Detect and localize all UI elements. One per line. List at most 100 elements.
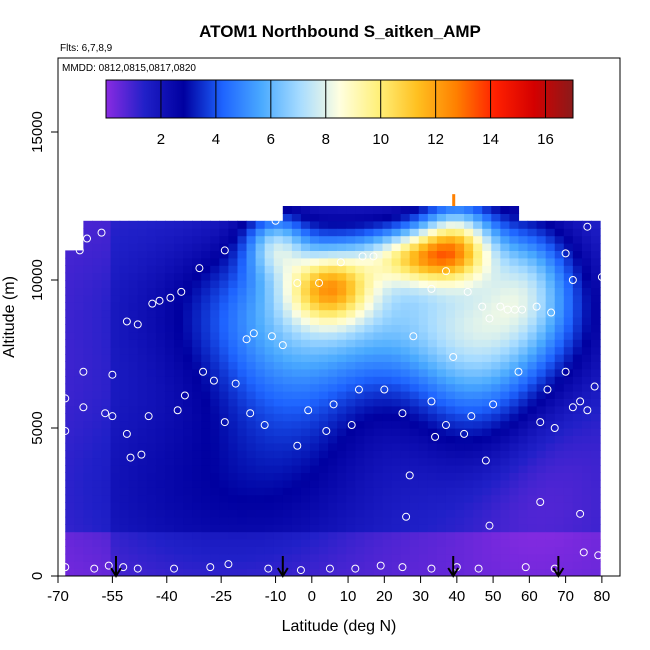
- x-tick-label: -70: [47, 588, 69, 605]
- sample-point: [224, 560, 233, 569]
- heatmap-cell: [455, 539, 465, 547]
- heatmap-cell: [590, 457, 601, 466]
- heatmap-cell: [473, 346, 483, 355]
- sample-point: [521, 563, 530, 572]
- heatmap-cell: [391, 457, 402, 466]
- heatmap-cell: [364, 228, 375, 237]
- heatmap-cell: [590, 265, 601, 274]
- heatmap-cell: [382, 420, 393, 429]
- heatmap-cell: [183, 568, 193, 576]
- heatmap-cell: [291, 442, 302, 451]
- heatmap-cell: [255, 294, 266, 303]
- heatmap-cell: [572, 487, 583, 496]
- heatmap-cell: [228, 531, 239, 540]
- heatmap-cell: [319, 398, 329, 407]
- heatmap-cell: [436, 324, 447, 333]
- heatmap-cell: [174, 361, 184, 370]
- heatmap-cell: [210, 354, 220, 362]
- heatmap-cell: [436, 435, 447, 444]
- heatmap-cell: [554, 546, 565, 555]
- heatmap-cell: [291, 494, 302, 503]
- heatmap-cell: [74, 561, 84, 570]
- heatmap-cell: [128, 272, 139, 281]
- heatmap-cell: [554, 383, 565, 392]
- heatmap-cell: [319, 324, 329, 333]
- heatmap-cell: [164, 257, 175, 266]
- heatmap-cell: [119, 354, 130, 362]
- heatmap-cell: [309, 294, 320, 303]
- heatmap-cell: [146, 339, 157, 348]
- heatmap-cell: [581, 516, 592, 525]
- heatmap-cell: [355, 346, 365, 355]
- heatmap-cell: [246, 220, 257, 229]
- colorbar-tick-label: 12: [427, 131, 444, 148]
- heatmap-cell: [355, 472, 365, 481]
- heatmap-cell: [101, 442, 112, 451]
- heatmap-cell: [464, 420, 474, 429]
- heatmap-cell: [110, 309, 121, 318]
- heatmap-cell: [373, 339, 384, 348]
- sample-point: [463, 287, 472, 296]
- heatmap-cell: [273, 361, 284, 370]
- heatmap-cell: [509, 413, 520, 422]
- heatmap-cell: [282, 391, 293, 399]
- heatmap-cell: [273, 346, 284, 355]
- heatmap-cell: [355, 339, 365, 348]
- heatmap-cell: [228, 280, 239, 288]
- heatmap-cell: [337, 457, 347, 466]
- heatmap-cell: [83, 479, 94, 488]
- heatmap-cell: [418, 457, 429, 466]
- heatmap-cell: [364, 383, 375, 392]
- heatmap-cell: [391, 368, 402, 377]
- heatmap-cell: [373, 420, 384, 429]
- heatmap-cell: [219, 561, 230, 570]
- heatmap-cell: [273, 539, 284, 547]
- heatmap-cell: [590, 509, 601, 518]
- heatmap-cell: [445, 302, 456, 311]
- heatmap-cell: [400, 546, 411, 555]
- heatmap-cell: [364, 309, 375, 318]
- heatmap-cell: [337, 339, 347, 348]
- heatmap-cell: [246, 539, 257, 547]
- sample-point: [496, 302, 505, 311]
- heatmap-cell: [282, 287, 293, 296]
- heatmap-cell: [445, 265, 456, 274]
- heatmap-cell: [201, 465, 211, 473]
- x-tick-label: 50: [485, 588, 502, 605]
- heatmap-cell: [518, 220, 529, 229]
- heatmap-cell: [174, 405, 184, 414]
- heatmap-cell: [391, 531, 402, 540]
- heatmap-cell: [74, 287, 84, 296]
- heatmap-cell: [155, 376, 166, 385]
- heatmap-cell: [309, 272, 320, 281]
- heatmap-cell: [137, 383, 148, 392]
- heatmap-cell: [119, 265, 130, 274]
- heatmap-cell: [563, 420, 574, 429]
- heatmap-cell: [536, 265, 547, 274]
- heatmap-cell: [346, 420, 356, 429]
- heatmap-cell: [291, 516, 302, 525]
- heatmap-cell: [273, 405, 284, 414]
- heatmap-cell: [328, 243, 338, 251]
- heatmap-cell: [509, 435, 520, 444]
- heatmap-cell: [355, 428, 365, 436]
- heatmap-cell: [482, 465, 492, 473]
- heatmap-cell: [409, 524, 420, 533]
- heatmap-cell: [509, 324, 520, 333]
- heatmap-cell: [264, 546, 275, 555]
- heatmap-cell: [445, 465, 456, 473]
- heatmap-cell: [409, 413, 420, 422]
- heatmap-cell: [74, 553, 84, 562]
- heatmap-cell: [264, 346, 275, 355]
- heatmap-cell: [300, 405, 311, 414]
- heatmap-cell: [110, 405, 121, 414]
- heatmap-cell: [309, 243, 320, 251]
- heatmap-cell: [101, 516, 112, 525]
- heatmap-cell: [183, 405, 193, 414]
- heatmap-cell: [436, 243, 447, 251]
- sample-point: [166, 293, 175, 302]
- heatmap-cell: [536, 331, 547, 340]
- heatmap-cell: [337, 287, 347, 296]
- heatmap-cell: [155, 346, 166, 355]
- heatmap-cell: [101, 479, 112, 488]
